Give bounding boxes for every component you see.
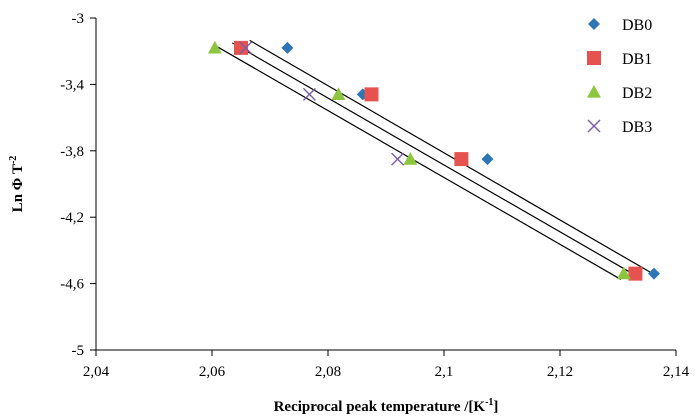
legend-label: DB3 [622,119,652,136]
trendline [217,46,622,280]
legend-marker-db3 [587,119,601,133]
series-db1 [234,40,643,281]
trendline [249,39,651,273]
trendline [232,42,636,276]
legend-item-db0: DB0 [588,17,652,34]
data-point-db2 [616,266,631,280]
data-point-db2 [403,152,418,165]
y-tick-label: -3,4 [60,77,84,93]
trendlines [217,39,651,280]
y-axis-title: Ln Φ T-2 [8,156,26,213]
legend-marker-db1 [587,51,601,65]
legend-label: DB0 [622,17,652,34]
data-points [207,40,660,281]
data-point-db1 [628,266,643,281]
series-db3 [239,41,405,166]
x-tick-label: 2,12 [547,364,573,380]
y-tick-label: -4,2 [60,210,84,226]
x-tick-label: 2,14 [663,364,690,380]
y-tick-label: -5 [72,343,85,359]
legend-item-db1: DB1 [587,51,652,68]
data-point-db3 [239,41,253,55]
x-tick-label: 2,06 [199,364,226,380]
y-tick-label: -3,8 [60,144,84,160]
legend-marker-db0 [588,18,600,30]
data-point-db2 [207,40,222,54]
data-point-db1 [234,40,248,55]
data-point-db3 [302,87,316,101]
legend-marker-db2 [587,85,601,98]
legend-item-db2: DB2 [587,85,652,102]
data-point-db0 [281,41,294,54]
plot-frame [95,18,676,351]
legend-label: DB2 [622,85,652,102]
y-tick-label: -3 [72,11,85,27]
y-axis-ticks: -3 -3,4 -3,8 -4,2 -4,6 -5 [60,11,96,359]
data-point-db1 [454,152,469,167]
x-axis-ticks: 2,04 2,06 2,08 2,1 2,12 2,14 [83,350,690,380]
series-db2 [207,40,631,280]
legend: DB0 DB1 DB2 DB3 [587,17,652,136]
y-tick-label: -4,6 [60,277,84,293]
x-tick-label: 2,04 [83,364,110,380]
data-point-db0 [647,267,660,280]
legend-item-db3: DB3 [587,119,652,136]
legend-label: DB1 [622,51,652,68]
series-db0 [281,41,660,280]
x-tick-label: 2,1 [435,364,454,380]
data-point-db0 [481,153,494,166]
x-axis-title: Reciprocal peak temperature /[K-1] [274,397,499,415]
data-point-db2 [331,87,346,100]
data-point-db3 [391,152,405,166]
data-point-db1 [364,87,379,102]
x-tick-label: 2,08 [315,364,341,380]
